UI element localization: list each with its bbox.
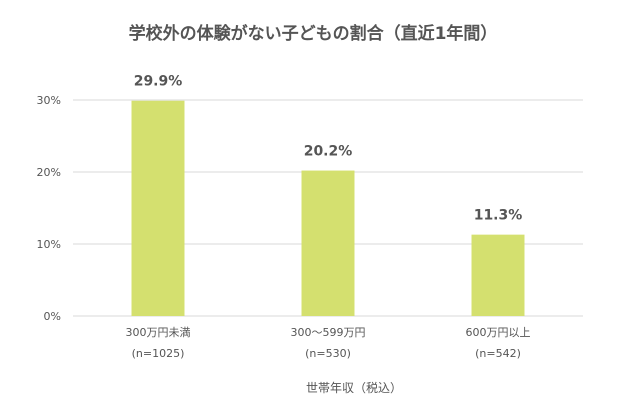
category-sublabel: (n=542) bbox=[475, 347, 521, 360]
category-label: 300〜599万円 bbox=[291, 326, 366, 339]
data-label: 29.9% bbox=[134, 74, 183, 90]
x-axis-label: 世帯年収（税込） bbox=[306, 381, 402, 395]
category-sublabel: (n=1025) bbox=[132, 347, 185, 360]
y-tick-label: 10% bbox=[37, 238, 61, 251]
category-label: 600万円以上 bbox=[466, 326, 531, 339]
bar bbox=[471, 234, 525, 316]
chart-title: 学校外の体験がない子どもの割合（直近1年間） bbox=[129, 23, 498, 44]
bars bbox=[131, 100, 525, 316]
data-label: 20.2% bbox=[304, 144, 353, 160]
category-labels: 300万円未満 (n=1025) 300〜599万円 (n=530) 600万円以上 (n… bbox=[126, 326, 531, 360]
category-label: 300万円未満 bbox=[126, 326, 191, 339]
category-sublabel: (n=530) bbox=[305, 347, 351, 360]
y-tick-label: 20% bbox=[37, 166, 61, 179]
data-label: 11.3% bbox=[474, 208, 523, 224]
y-tick-label: 0% bbox=[44, 310, 61, 323]
y-axis-ticks: 0% 10% 20% 30% bbox=[37, 94, 61, 323]
value-labels: 29.9% 20.2% 11.3% bbox=[134, 74, 523, 224]
bar bbox=[301, 170, 355, 316]
y-tick-label: 30% bbox=[37, 94, 61, 107]
bar bbox=[131, 100, 185, 316]
